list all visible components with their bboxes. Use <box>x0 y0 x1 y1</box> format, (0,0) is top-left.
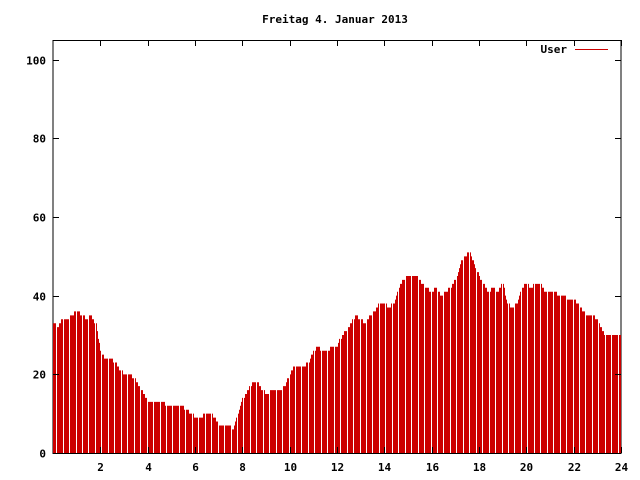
x-tick-label: 4 <box>145 461 152 474</box>
x-tick-label: 22 <box>568 461 581 474</box>
y-tick-label: 40 <box>33 291 46 304</box>
legend-label: User <box>541 43 568 56</box>
y-tick-label: 0 <box>39 448 46 461</box>
y-tick-label: 100 <box>26 55 46 68</box>
x-tick-label: 16 <box>426 461 440 474</box>
x-tick-label: 6 <box>192 461 199 474</box>
bar-series <box>53 252 621 453</box>
x-tick-label: 8 <box>239 461 246 474</box>
x-tick-label: 12 <box>331 461 344 474</box>
chart-title: Freitag 4. Januar 2013 <box>262 13 408 26</box>
x-tick-label: 14 <box>378 461 392 474</box>
x-tick-label: 2 <box>97 461 104 474</box>
legend: User <box>541 43 608 56</box>
x-tick-label: 10 <box>284 461 297 474</box>
x-tick-label: 20 <box>520 461 533 474</box>
y-tick-label: 20 <box>33 369 46 382</box>
x-tick-label: 24 <box>615 461 629 474</box>
x-tick-label: 18 <box>473 461 486 474</box>
y-tick-label: 80 <box>33 133 46 146</box>
y-tick-label: 60 <box>33 212 46 225</box>
